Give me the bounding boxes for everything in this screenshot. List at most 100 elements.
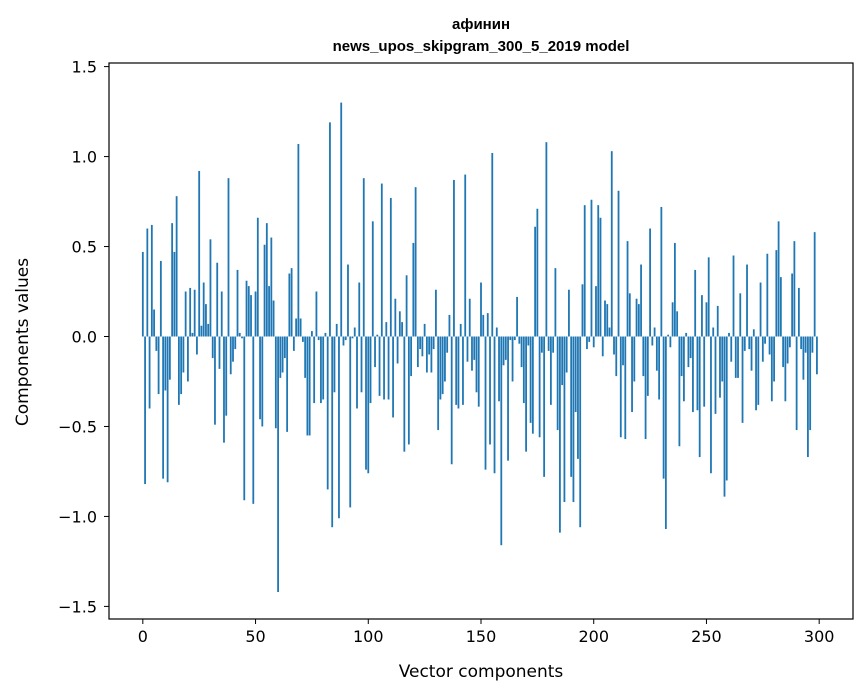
bar <box>628 293 631 337</box>
bar <box>811 336 814 353</box>
bar <box>468 298 471 337</box>
bar <box>531 336 534 434</box>
bar <box>148 336 151 409</box>
bar <box>712 327 715 337</box>
bar <box>315 291 318 337</box>
bar <box>540 336 543 353</box>
bar <box>265 223 268 337</box>
bar <box>642 336 645 377</box>
bar <box>254 291 257 337</box>
x-tick-label: 250 <box>691 627 722 646</box>
bar <box>619 336 622 438</box>
bar <box>272 300 275 337</box>
bar <box>507 336 509 461</box>
bar <box>464 174 467 337</box>
bar <box>304 336 307 378</box>
bar <box>626 241 629 337</box>
bar <box>189 287 192 337</box>
bar <box>398 311 401 337</box>
bar <box>277 336 279 593</box>
bar <box>545 142 548 337</box>
bar <box>227 178 230 337</box>
bar <box>813 232 816 337</box>
bar <box>572 336 575 503</box>
bar <box>342 336 345 346</box>
bar <box>707 257 710 337</box>
bar <box>229 336 232 375</box>
bar <box>703 336 706 407</box>
x-tick-label: 200 <box>578 627 609 646</box>
bar <box>816 336 818 375</box>
bar <box>423 323 426 337</box>
bar <box>599 217 602 337</box>
bar <box>511 336 514 382</box>
bar <box>223 336 225 443</box>
bar <box>144 336 146 485</box>
bar <box>164 336 167 391</box>
y-tick-label: −1.5 <box>58 597 97 616</box>
bar <box>344 336 347 341</box>
bar <box>480 282 482 337</box>
bar <box>631 336 633 413</box>
bar <box>326 336 329 490</box>
bar <box>236 269 239 337</box>
bar <box>184 291 187 337</box>
bar <box>491 152 494 337</box>
bar <box>752 329 755 337</box>
bar <box>437 336 440 431</box>
bar <box>516 296 518 337</box>
bar <box>385 322 388 337</box>
bar <box>725 336 728 481</box>
bar <box>678 336 681 447</box>
bar <box>579 336 582 528</box>
bar <box>392 336 394 418</box>
bar <box>340 102 343 337</box>
y-tick-label: −0.5 <box>58 417 97 436</box>
bar <box>513 336 516 341</box>
bar <box>173 251 176 337</box>
bar <box>329 122 331 337</box>
bar <box>574 336 577 413</box>
bar <box>549 336 552 405</box>
bar <box>435 289 437 337</box>
bar <box>561 336 564 386</box>
bar <box>646 336 649 396</box>
y-tick-label: 1.0 <box>72 148 97 167</box>
bar <box>701 295 703 337</box>
bar <box>748 336 751 350</box>
bar <box>250 295 252 337</box>
bar <box>786 336 789 364</box>
bar <box>209 239 212 337</box>
bar <box>721 336 724 382</box>
bar <box>444 336 446 382</box>
bar <box>407 336 410 445</box>
bar <box>536 208 539 337</box>
bar <box>268 286 270 337</box>
bar <box>746 264 748 337</box>
bar <box>484 336 487 470</box>
bar <box>694 269 697 337</box>
bar <box>430 336 433 373</box>
bar <box>405 275 408 337</box>
bar <box>689 336 692 359</box>
bar <box>288 273 291 337</box>
bar <box>281 336 284 373</box>
bar <box>360 336 363 393</box>
bar <box>615 336 618 377</box>
bar <box>617 190 620 337</box>
bar <box>770 336 773 402</box>
bar <box>590 199 593 337</box>
bar <box>658 336 661 400</box>
bar <box>211 336 214 359</box>
bar <box>335 323 338 337</box>
bar <box>577 336 579 459</box>
bar <box>351 336 354 339</box>
bar <box>168 336 171 380</box>
bar <box>495 327 498 337</box>
bar <box>797 287 800 337</box>
y-tick-label: 0.5 <box>72 238 97 257</box>
bar <box>259 336 261 420</box>
bar <box>261 336 264 427</box>
bar <box>234 336 237 350</box>
bar <box>175 196 178 337</box>
